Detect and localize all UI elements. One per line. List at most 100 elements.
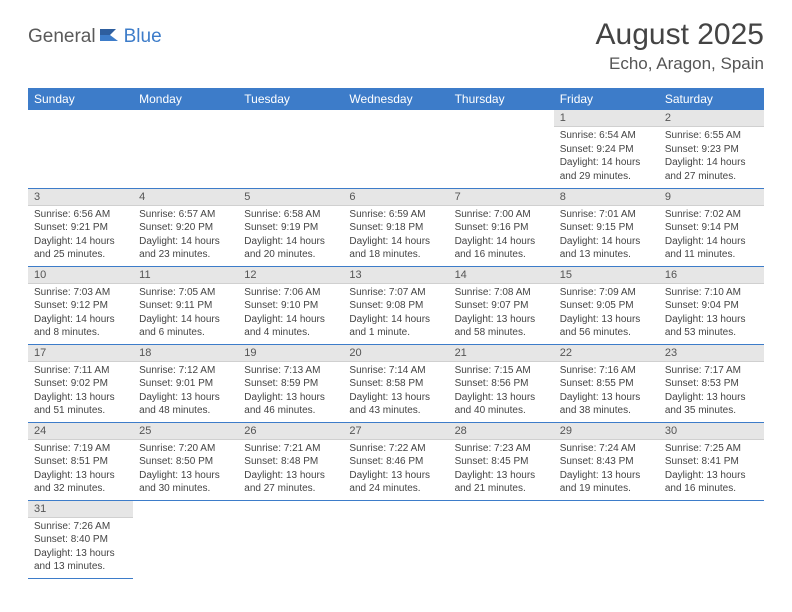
sunrise-text: Sunrise: 6:58 AM: [244, 208, 337, 222]
day-details: Sunrise: 7:09 AMSunset: 9:05 PMDaylight:…: [554, 284, 659, 344]
day-details: Sunrise: 7:01 AMSunset: 9:15 PMDaylight:…: [554, 206, 659, 266]
calendar-cell: 31Sunrise: 7:26 AMSunset: 8:40 PMDayligh…: [28, 500, 133, 578]
daylight-text: Daylight: 14 hours and 23 minutes.: [139, 235, 232, 262]
sunrise-text: Sunrise: 7:15 AM: [455, 364, 548, 378]
location-text: Echo, Aragon, Spain: [596, 54, 764, 74]
calendar-cell: [238, 110, 343, 188]
day-number: 30: [659, 423, 764, 440]
calendar-cell: 18Sunrise: 7:12 AMSunset: 9:01 PMDayligh…: [133, 344, 238, 422]
calendar-cell: 11Sunrise: 7:05 AMSunset: 9:11 PMDayligh…: [133, 266, 238, 344]
sunset-text: Sunset: 9:05 PM: [560, 299, 653, 313]
sunset-text: Sunset: 9:20 PM: [139, 221, 232, 235]
day-number: 16: [659, 267, 764, 284]
day-header: Wednesday: [343, 88, 448, 110]
day-number: 24: [28, 423, 133, 440]
day-header: Friday: [554, 88, 659, 110]
brand-logo: General Blue: [28, 26, 162, 48]
sunset-text: Sunset: 9:04 PM: [665, 299, 758, 313]
sunrise-text: Sunrise: 7:08 AM: [455, 286, 548, 300]
sunset-text: Sunset: 8:46 PM: [349, 455, 442, 469]
calendar-cell: 22Sunrise: 7:16 AMSunset: 8:55 PMDayligh…: [554, 344, 659, 422]
calendar-cell: 7Sunrise: 7:00 AMSunset: 9:16 PMDaylight…: [449, 188, 554, 266]
calendar-cell: 30Sunrise: 7:25 AMSunset: 8:41 PMDayligh…: [659, 422, 764, 500]
sunrise-text: Sunrise: 7:17 AM: [665, 364, 758, 378]
calendar-cell: 26Sunrise: 7:21 AMSunset: 8:48 PMDayligh…: [238, 422, 343, 500]
daylight-text: Daylight: 14 hours and 16 minutes.: [455, 235, 548, 262]
day-number: 14: [449, 267, 554, 284]
sunset-text: Sunset: 8:51 PM: [34, 455, 127, 469]
daylight-text: Daylight: 14 hours and 27 minutes.: [665, 156, 758, 183]
sunset-text: Sunset: 9:19 PM: [244, 221, 337, 235]
day-header-row: Sunday Monday Tuesday Wednesday Thursday…: [28, 88, 764, 110]
day-details: Sunrise: 7:21 AMSunset: 8:48 PMDaylight:…: [238, 440, 343, 500]
calendar-cell: [659, 500, 764, 578]
daylight-text: Daylight: 13 hours and 13 minutes.: [34, 547, 127, 574]
day-details: Sunrise: 6:55 AMSunset: 9:23 PMDaylight:…: [659, 127, 764, 187]
daylight-text: Daylight: 14 hours and 20 minutes.: [244, 235, 337, 262]
daylight-text: Daylight: 14 hours and 1 minute.: [349, 313, 442, 340]
calendar-row: 1Sunrise: 6:54 AMSunset: 9:24 PMDaylight…: [28, 110, 764, 188]
page-header: General Blue August 2025 Echo, Aragon, S…: [28, 18, 764, 74]
calendar-table: Sunday Monday Tuesday Wednesday Thursday…: [28, 88, 764, 579]
day-details: Sunrise: 7:19 AMSunset: 8:51 PMDaylight:…: [28, 440, 133, 500]
day-details: Sunrise: 7:25 AMSunset: 8:41 PMDaylight:…: [659, 440, 764, 500]
day-details: Sunrise: 7:22 AMSunset: 8:46 PMDaylight:…: [343, 440, 448, 500]
calendar-cell: [133, 110, 238, 188]
day-details: Sunrise: 7:15 AMSunset: 8:56 PMDaylight:…: [449, 362, 554, 422]
sunset-text: Sunset: 9:10 PM: [244, 299, 337, 313]
day-details: Sunrise: 7:16 AMSunset: 8:55 PMDaylight:…: [554, 362, 659, 422]
day-number: 9: [659, 189, 764, 206]
daylight-text: Daylight: 13 hours and 30 minutes.: [139, 469, 232, 496]
calendar-cell: 10Sunrise: 7:03 AMSunset: 9:12 PMDayligh…: [28, 266, 133, 344]
day-details: Sunrise: 7:00 AMSunset: 9:16 PMDaylight:…: [449, 206, 554, 266]
sunrise-text: Sunrise: 7:13 AM: [244, 364, 337, 378]
calendar-cell: [28, 110, 133, 188]
sunset-text: Sunset: 8:59 PM: [244, 377, 337, 391]
sunset-text: Sunset: 8:41 PM: [665, 455, 758, 469]
daylight-text: Daylight: 14 hours and 13 minutes.: [560, 235, 653, 262]
day-details: Sunrise: 7:26 AMSunset: 8:40 PMDaylight:…: [28, 518, 133, 578]
calendar-cell: 2Sunrise: 6:55 AMSunset: 9:23 PMDaylight…: [659, 110, 764, 188]
daylight-text: Daylight: 13 hours and 53 minutes.: [665, 313, 758, 340]
day-number: 20: [343, 345, 448, 362]
sunset-text: Sunset: 9:24 PM: [560, 143, 653, 157]
day-number: 7: [449, 189, 554, 206]
calendar-row: 3Sunrise: 6:56 AMSunset: 9:21 PMDaylight…: [28, 188, 764, 266]
day-details: Sunrise: 7:05 AMSunset: 9:11 PMDaylight:…: [133, 284, 238, 344]
calendar-cell: 20Sunrise: 7:14 AMSunset: 8:58 PMDayligh…: [343, 344, 448, 422]
calendar-cell: 3Sunrise: 6:56 AMSunset: 9:21 PMDaylight…: [28, 188, 133, 266]
day-details: Sunrise: 6:56 AMSunset: 9:21 PMDaylight:…: [28, 206, 133, 266]
day-number: 12: [238, 267, 343, 284]
flag-icon: [100, 27, 120, 48]
sunrise-text: Sunrise: 7:22 AM: [349, 442, 442, 456]
sunset-text: Sunset: 8:48 PM: [244, 455, 337, 469]
day-header: Monday: [133, 88, 238, 110]
sunset-text: Sunset: 9:11 PM: [139, 299, 232, 313]
calendar-cell: 23Sunrise: 7:17 AMSunset: 8:53 PMDayligh…: [659, 344, 764, 422]
day-details: Sunrise: 7:14 AMSunset: 8:58 PMDaylight:…: [343, 362, 448, 422]
day-details: Sunrise: 6:57 AMSunset: 9:20 PMDaylight:…: [133, 206, 238, 266]
daylight-text: Daylight: 13 hours and 38 minutes.: [560, 391, 653, 418]
daylight-text: Daylight: 14 hours and 25 minutes.: [34, 235, 127, 262]
daylight-text: Daylight: 13 hours and 16 minutes.: [665, 469, 758, 496]
calendar-cell: 4Sunrise: 6:57 AMSunset: 9:20 PMDaylight…: [133, 188, 238, 266]
sunrise-text: Sunrise: 7:05 AM: [139, 286, 232, 300]
month-title: August 2025: [596, 18, 764, 52]
calendar-cell: [343, 110, 448, 188]
sunrise-text: Sunrise: 6:54 AM: [560, 129, 653, 143]
day-number: 31: [28, 501, 133, 518]
day-number: 15: [554, 267, 659, 284]
brand-text-1: General: [28, 26, 96, 48]
calendar-row: 10Sunrise: 7:03 AMSunset: 9:12 PMDayligh…: [28, 266, 764, 344]
calendar-cell: 6Sunrise: 6:59 AMSunset: 9:18 PMDaylight…: [343, 188, 448, 266]
day-details: Sunrise: 7:17 AMSunset: 8:53 PMDaylight:…: [659, 362, 764, 422]
calendar-cell: 5Sunrise: 6:58 AMSunset: 9:19 PMDaylight…: [238, 188, 343, 266]
day-number: 4: [133, 189, 238, 206]
calendar-cell: 25Sunrise: 7:20 AMSunset: 8:50 PMDayligh…: [133, 422, 238, 500]
daylight-text: Daylight: 14 hours and 4 minutes.: [244, 313, 337, 340]
sunrise-text: Sunrise: 7:16 AM: [560, 364, 653, 378]
daylight-text: Daylight: 14 hours and 18 minutes.: [349, 235, 442, 262]
day-header: Tuesday: [238, 88, 343, 110]
calendar-cell: 19Sunrise: 7:13 AMSunset: 8:59 PMDayligh…: [238, 344, 343, 422]
sunset-text: Sunset: 9:16 PM: [455, 221, 548, 235]
